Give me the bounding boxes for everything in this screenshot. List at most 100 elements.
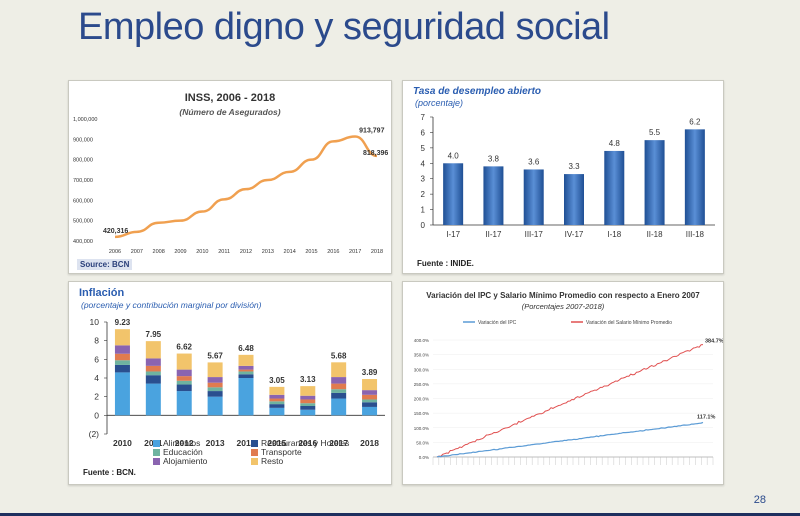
bar-segment bbox=[145, 358, 161, 366]
y-tick-label: 900,000 bbox=[73, 137, 93, 143]
x-tick-label: 2012 bbox=[175, 438, 194, 448]
inss-source: Source: BCN bbox=[77, 259, 133, 270]
bar-segment bbox=[362, 406, 378, 416]
y-tick-label: 150.0% bbox=[414, 411, 429, 416]
y-tick-label: 50.0% bbox=[416, 440, 429, 445]
bar-segment bbox=[269, 404, 285, 408]
x-tick-label: 2015 bbox=[305, 249, 317, 255]
legend-swatch bbox=[251, 458, 258, 466]
bar-segment bbox=[145, 375, 161, 384]
x-tick-label: 2009 bbox=[174, 249, 186, 255]
bar-segment bbox=[207, 382, 223, 388]
legend-item: Educación bbox=[153, 447, 203, 457]
inflation-source: Fuente : BCN. bbox=[83, 468, 136, 477]
y-tick-label: 6 bbox=[94, 354, 99, 364]
x-tick-label: 2018 bbox=[371, 249, 383, 255]
y-tick-label: 200.0% bbox=[414, 397, 429, 402]
bar-segment bbox=[145, 371, 161, 376]
data-label: 4.0 bbox=[448, 151, 460, 160]
bar-segment bbox=[300, 395, 316, 400]
data-label: 3.89 bbox=[362, 368, 378, 377]
x-tick-label: I-17 bbox=[446, 230, 460, 239]
bar-segment bbox=[300, 406, 316, 410]
bar-segment bbox=[238, 378, 254, 416]
data-label: 6.2 bbox=[689, 117, 701, 126]
bar-segment bbox=[114, 364, 130, 373]
x-tick-label: 2018 bbox=[360, 438, 379, 448]
slide-title: Empleo digno y seguridad social bbox=[78, 6, 610, 48]
bar-segment bbox=[238, 365, 254, 370]
bar-segment bbox=[362, 402, 378, 407]
legend-label: Educación bbox=[163, 447, 203, 457]
y-tick-label: 500,000 bbox=[73, 219, 93, 225]
legend-item: Restaurantes y Hoteles bbox=[251, 438, 349, 448]
inflation-chart-panel: Inflación (porcentaje y contribución marg… bbox=[68, 281, 392, 485]
x-tick-label: 2011 bbox=[218, 249, 230, 255]
bar bbox=[644, 140, 665, 225]
x-tick-label: IV-17 bbox=[565, 230, 584, 239]
y-tick-label: 1 bbox=[421, 206, 426, 215]
data-label: 4.8 bbox=[609, 139, 621, 148]
y-tick-label: 350.0% bbox=[414, 353, 429, 358]
data-label: 3.13 bbox=[300, 375, 316, 384]
x-tick-label: 2013 bbox=[206, 438, 225, 448]
y-tick-label: 400,000 bbox=[73, 239, 93, 245]
footer-line bbox=[0, 513, 800, 516]
bar-segment bbox=[362, 399, 378, 403]
legend-label: Resto bbox=[261, 456, 284, 466]
x-tick-label: III-17 bbox=[525, 230, 544, 239]
bar-segment bbox=[145, 365, 161, 372]
x-tick-label: 2017 bbox=[349, 249, 361, 255]
y-tick-label: 7 bbox=[421, 113, 426, 122]
y-tick-label: 5 bbox=[421, 144, 426, 153]
y-tick-label: (2) bbox=[89, 429, 100, 439]
chart-title: Variación del IPC y Salario Mínimo Prome… bbox=[426, 291, 700, 300]
inflation-stacked-bar-chart: Inflación(porcentaje y contribución marg… bbox=[79, 287, 385, 448]
legend-label: Alojamiento bbox=[163, 456, 208, 466]
x-tick-label: 2014 bbox=[284, 249, 296, 255]
bar-segment bbox=[300, 399, 316, 404]
legend-item: Alimentos bbox=[153, 438, 200, 448]
bar-segment bbox=[145, 341, 161, 359]
bar bbox=[604, 150, 625, 225]
x-tick-label: II-17 bbox=[485, 230, 502, 239]
legend-swatch bbox=[153, 449, 160, 457]
bar-segment bbox=[269, 386, 285, 395]
legend-item: Transporte bbox=[251, 447, 302, 457]
bar bbox=[523, 169, 544, 225]
bar-segment bbox=[207, 391, 223, 397]
bar-segment bbox=[238, 371, 254, 375]
legend-label: Variación del IPC bbox=[478, 320, 517, 326]
bar-segment bbox=[362, 394, 378, 400]
salario-series-line bbox=[436, 344, 704, 458]
y-tick-label: 400.0% bbox=[414, 338, 429, 343]
x-tick-label: 2017 bbox=[329, 438, 348, 448]
data-label: 6.62 bbox=[176, 343, 192, 352]
data-label: 5.68 bbox=[331, 351, 347, 360]
legend-item: Alojamiento bbox=[153, 456, 207, 466]
bar-segment bbox=[207, 377, 223, 383]
y-tick-label: 10 bbox=[90, 317, 100, 327]
bar-segment bbox=[207, 387, 223, 392]
bar-segment bbox=[176, 391, 192, 416]
x-tick-label: 2016 bbox=[298, 438, 317, 448]
chart-subtitle: (porcentaje) bbox=[415, 98, 463, 108]
data-label: 7.95 bbox=[146, 330, 162, 339]
bar-segment bbox=[300, 386, 316, 396]
bar bbox=[443, 163, 464, 225]
chart-subtitle: (Número de Asegurados) bbox=[179, 107, 280, 117]
bar-segment bbox=[176, 384, 192, 392]
bar-segment bbox=[238, 354, 254, 366]
x-tick-label: 2010 bbox=[113, 438, 132, 448]
y-tick-label: 3 bbox=[421, 175, 426, 184]
x-tick-label: 2013 bbox=[262, 249, 274, 255]
data-label: 5.67 bbox=[207, 351, 223, 360]
bar-segment bbox=[331, 392, 347, 399]
data-label: 420,316 bbox=[103, 228, 128, 235]
bar-segment bbox=[331, 362, 347, 378]
data-label: 818,396 bbox=[363, 150, 388, 157]
y-tick-label: 0 bbox=[421, 221, 426, 230]
y-tick-label: 700,000 bbox=[73, 178, 93, 184]
bar-segment bbox=[176, 376, 192, 381]
legend-label: Transporte bbox=[261, 447, 302, 457]
